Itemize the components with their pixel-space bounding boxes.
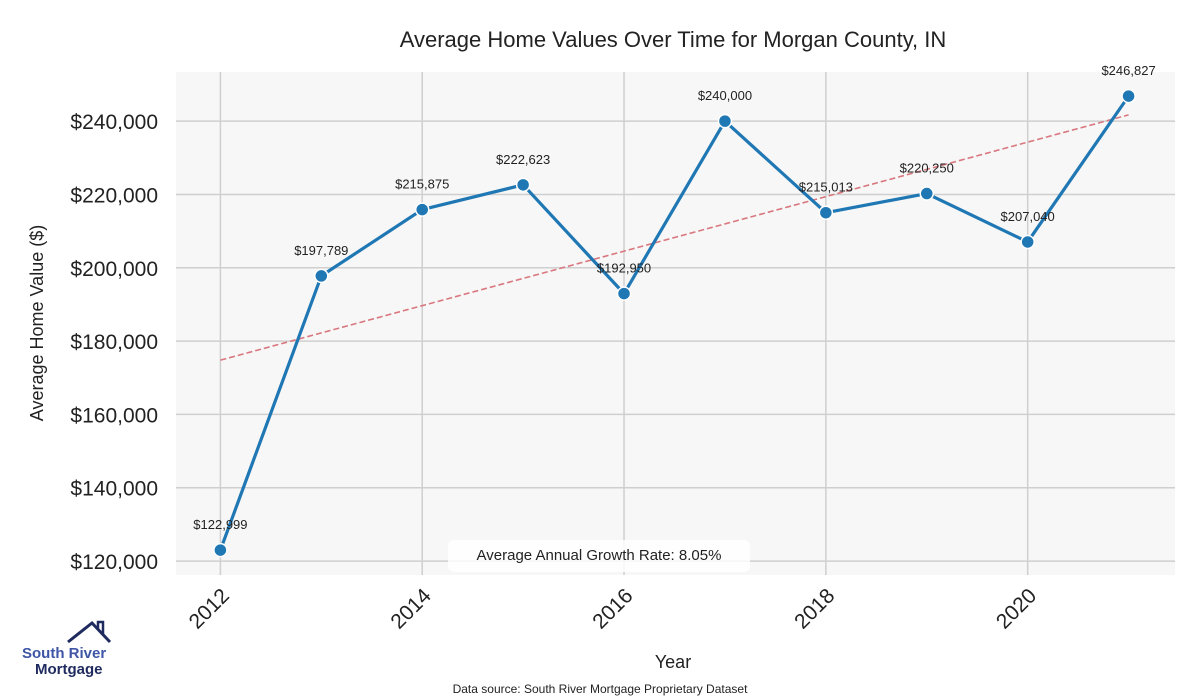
y-axis-label: Average Home Value ($) xyxy=(27,225,47,421)
y-tick-label: $180,000 xyxy=(70,331,158,354)
data-label: $240,000 xyxy=(698,88,752,103)
data-point xyxy=(515,177,531,193)
y-tick-label: $160,000 xyxy=(70,404,158,427)
data-point xyxy=(414,202,430,217)
x-tick-label: 2012 xyxy=(185,584,234,633)
y-tick-label: $120,000 xyxy=(70,551,158,574)
company-logo: South River Mortgage xyxy=(22,620,117,680)
data-point xyxy=(314,268,329,284)
data-point xyxy=(919,186,935,201)
data-source: Data source: South River Mortgage Propri… xyxy=(453,682,748,696)
data-label: $122,999 xyxy=(193,517,247,532)
x-tick-label: 2018 xyxy=(790,584,839,633)
data-label: $215,875 xyxy=(395,177,449,192)
chart-title: Average Home Values Over Time for Morgan… xyxy=(400,27,947,52)
data-label: $197,789 xyxy=(294,243,348,258)
y-tick-label: $140,000 xyxy=(70,478,158,501)
x-axis-label: Year xyxy=(655,652,691,672)
data-label: $207,040 xyxy=(1001,209,1055,224)
data-label: $192,950 xyxy=(597,261,651,276)
data-point xyxy=(616,286,632,301)
data-label: $220,250 xyxy=(900,161,954,176)
data-point xyxy=(1121,88,1136,104)
y-tick-label: $200,000 xyxy=(70,258,158,281)
logo-line-2: Mortgage xyxy=(35,661,103,678)
house-roof-icon xyxy=(67,620,112,644)
y-tick-label: $240,000 xyxy=(70,111,158,134)
plot-background xyxy=(176,72,1175,575)
data-label: $215,013 xyxy=(799,180,853,195)
trend-line xyxy=(220,114,1129,361)
y-tick-label: $220,000 xyxy=(70,184,158,207)
logo-line-1: South River xyxy=(22,645,107,662)
data-point xyxy=(717,113,733,129)
data-label: $246,827 xyxy=(1101,63,1155,78)
x-tick-label: 2020 xyxy=(992,584,1041,633)
x-tick-label: 2014 xyxy=(386,584,436,634)
data-point xyxy=(1020,234,1035,250)
growth-rate-annotation: Average Annual Growth Rate: 8.05% xyxy=(477,547,722,564)
data-label: $222,623 xyxy=(496,152,550,167)
x-tick-label: 2016 xyxy=(588,584,637,633)
annotation-box xyxy=(448,540,750,572)
data-point xyxy=(213,542,228,558)
data-point xyxy=(818,205,834,220)
series-line xyxy=(218,95,1130,551)
